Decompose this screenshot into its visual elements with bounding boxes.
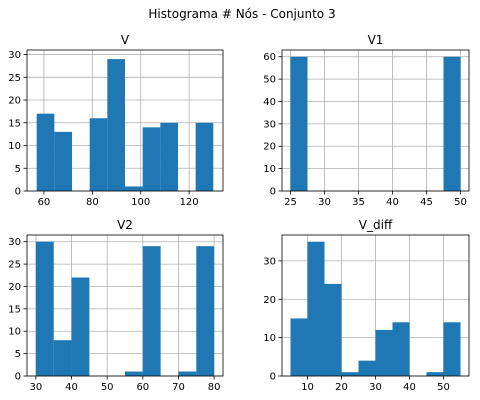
x-tick-label: 40 bbox=[65, 382, 78, 393]
x-tick-label: 120 bbox=[180, 197, 199, 208]
histogram-bar bbox=[36, 113, 55, 191]
axes-frame bbox=[26, 49, 224, 192]
y-tick-label: 5 bbox=[15, 349, 21, 360]
x-tick-label: 50 bbox=[454, 197, 467, 208]
x-tick-label: 40 bbox=[403, 382, 416, 393]
x-tick-label: 80 bbox=[208, 382, 221, 393]
y-tick-label: 30 bbox=[8, 237, 21, 248]
x-tick-label: 80 bbox=[86, 197, 99, 208]
histogram-bar bbox=[324, 283, 342, 376]
x-tick-label: 50 bbox=[437, 382, 450, 393]
histogram-bar bbox=[178, 371, 197, 376]
subplot-3: V2 30 40 50 60 70 80 0 5 10 15 20 25 30 bbox=[8, 218, 224, 393]
histogram-bar bbox=[125, 186, 143, 191]
histogram-bar bbox=[107, 59, 125, 192]
histogram-bar bbox=[443, 56, 461, 191]
y-tick-label: 0 bbox=[15, 187, 21, 198]
x-tick-label: 60 bbox=[136, 382, 149, 393]
x-tick-label: 45 bbox=[420, 197, 433, 208]
histogram-bar bbox=[125, 371, 143, 376]
histogram-bar bbox=[443, 322, 461, 376]
y-tick-label: 60 bbox=[263, 52, 276, 63]
histogram-bar bbox=[375, 329, 393, 376]
subplot-title: V1 bbox=[368, 33, 384, 47]
axes-frame bbox=[26, 234, 224, 377]
y-tick-label: 20 bbox=[8, 282, 21, 293]
y-tick-label: 0 bbox=[15, 372, 21, 383]
y-tick-label: 5 bbox=[15, 164, 21, 175]
subplot-title: V_diff bbox=[359, 218, 393, 232]
y-tick-label: 20 bbox=[8, 96, 21, 107]
subplot-1: V 60 80 100 120 0 5 10 15 20 25 30 bbox=[8, 33, 224, 208]
histogram-bar bbox=[54, 131, 73, 191]
y-tick-label: 10 bbox=[8, 327, 21, 338]
x-tick-label: 70 bbox=[172, 382, 185, 393]
histogram-bar bbox=[426, 372, 444, 376]
histogram-bar bbox=[142, 127, 161, 191]
x-tick-label: 20 bbox=[335, 382, 348, 393]
x-tick-label: 60 bbox=[38, 197, 51, 208]
histogram-bar bbox=[53, 340, 72, 376]
histogram-bar bbox=[392, 322, 410, 376]
axes-frame bbox=[281, 49, 470, 192]
y-tick-label: 10 bbox=[8, 141, 21, 152]
y-tick-label: 10 bbox=[263, 164, 276, 175]
subplot-2: V1 25 30 35 40 45 50 0 10 20 30 40 50 60 bbox=[263, 33, 470, 208]
y-tick-label: 30 bbox=[263, 256, 276, 267]
y-tick-label: 25 bbox=[8, 73, 21, 84]
histogram-bar bbox=[358, 360, 376, 376]
histogram-bar bbox=[307, 241, 325, 376]
histogram-bar bbox=[71, 277, 90, 376]
x-tick-label: 30 bbox=[30, 382, 43, 393]
y-tick-label: 30 bbox=[8, 50, 21, 61]
histogram-bar bbox=[290, 318, 308, 376]
x-tick-label: 100 bbox=[131, 197, 150, 208]
histogram-bar bbox=[89, 118, 108, 191]
histogram-bar bbox=[196, 246, 215, 376]
x-tick-label: 25 bbox=[284, 197, 297, 208]
y-tick-label: 30 bbox=[263, 119, 276, 130]
figure-suptitle: Histograma # Nós - Conjunto 3 bbox=[148, 7, 335, 21]
y-tick-label: 50 bbox=[263, 75, 276, 86]
x-tick-label: 30 bbox=[318, 197, 331, 208]
subplot-title: V bbox=[121, 33, 130, 47]
x-tick-label: 35 bbox=[352, 197, 365, 208]
y-tick-label: 0 bbox=[270, 187, 276, 198]
histogram-bar bbox=[160, 122, 178, 191]
x-tick-label: 10 bbox=[301, 382, 314, 393]
histogram-bar bbox=[142, 246, 161, 376]
histogram-bar bbox=[35, 241, 54, 376]
histogram-bar bbox=[290, 56, 308, 191]
y-tick-label: 15 bbox=[8, 304, 21, 315]
x-tick-label: 50 bbox=[101, 382, 114, 393]
histogram-bar bbox=[195, 122, 214, 191]
subplot-title: V2 bbox=[117, 218, 133, 232]
y-tick-label: 0 bbox=[270, 372, 276, 383]
y-tick-label: 10 bbox=[263, 333, 276, 344]
subplot-4: V_diff 10 20 30 40 50 0 10 20 30 bbox=[263, 218, 470, 393]
y-tick-label: 15 bbox=[8, 118, 21, 129]
y-tick-label: 20 bbox=[263, 142, 276, 153]
x-tick-label: 40 bbox=[386, 197, 399, 208]
histogram-bar bbox=[341, 372, 359, 376]
x-tick-label: 30 bbox=[369, 382, 382, 393]
y-tick-label: 40 bbox=[263, 97, 276, 108]
y-tick-label: 20 bbox=[263, 295, 276, 306]
y-tick-label: 25 bbox=[8, 260, 21, 271]
